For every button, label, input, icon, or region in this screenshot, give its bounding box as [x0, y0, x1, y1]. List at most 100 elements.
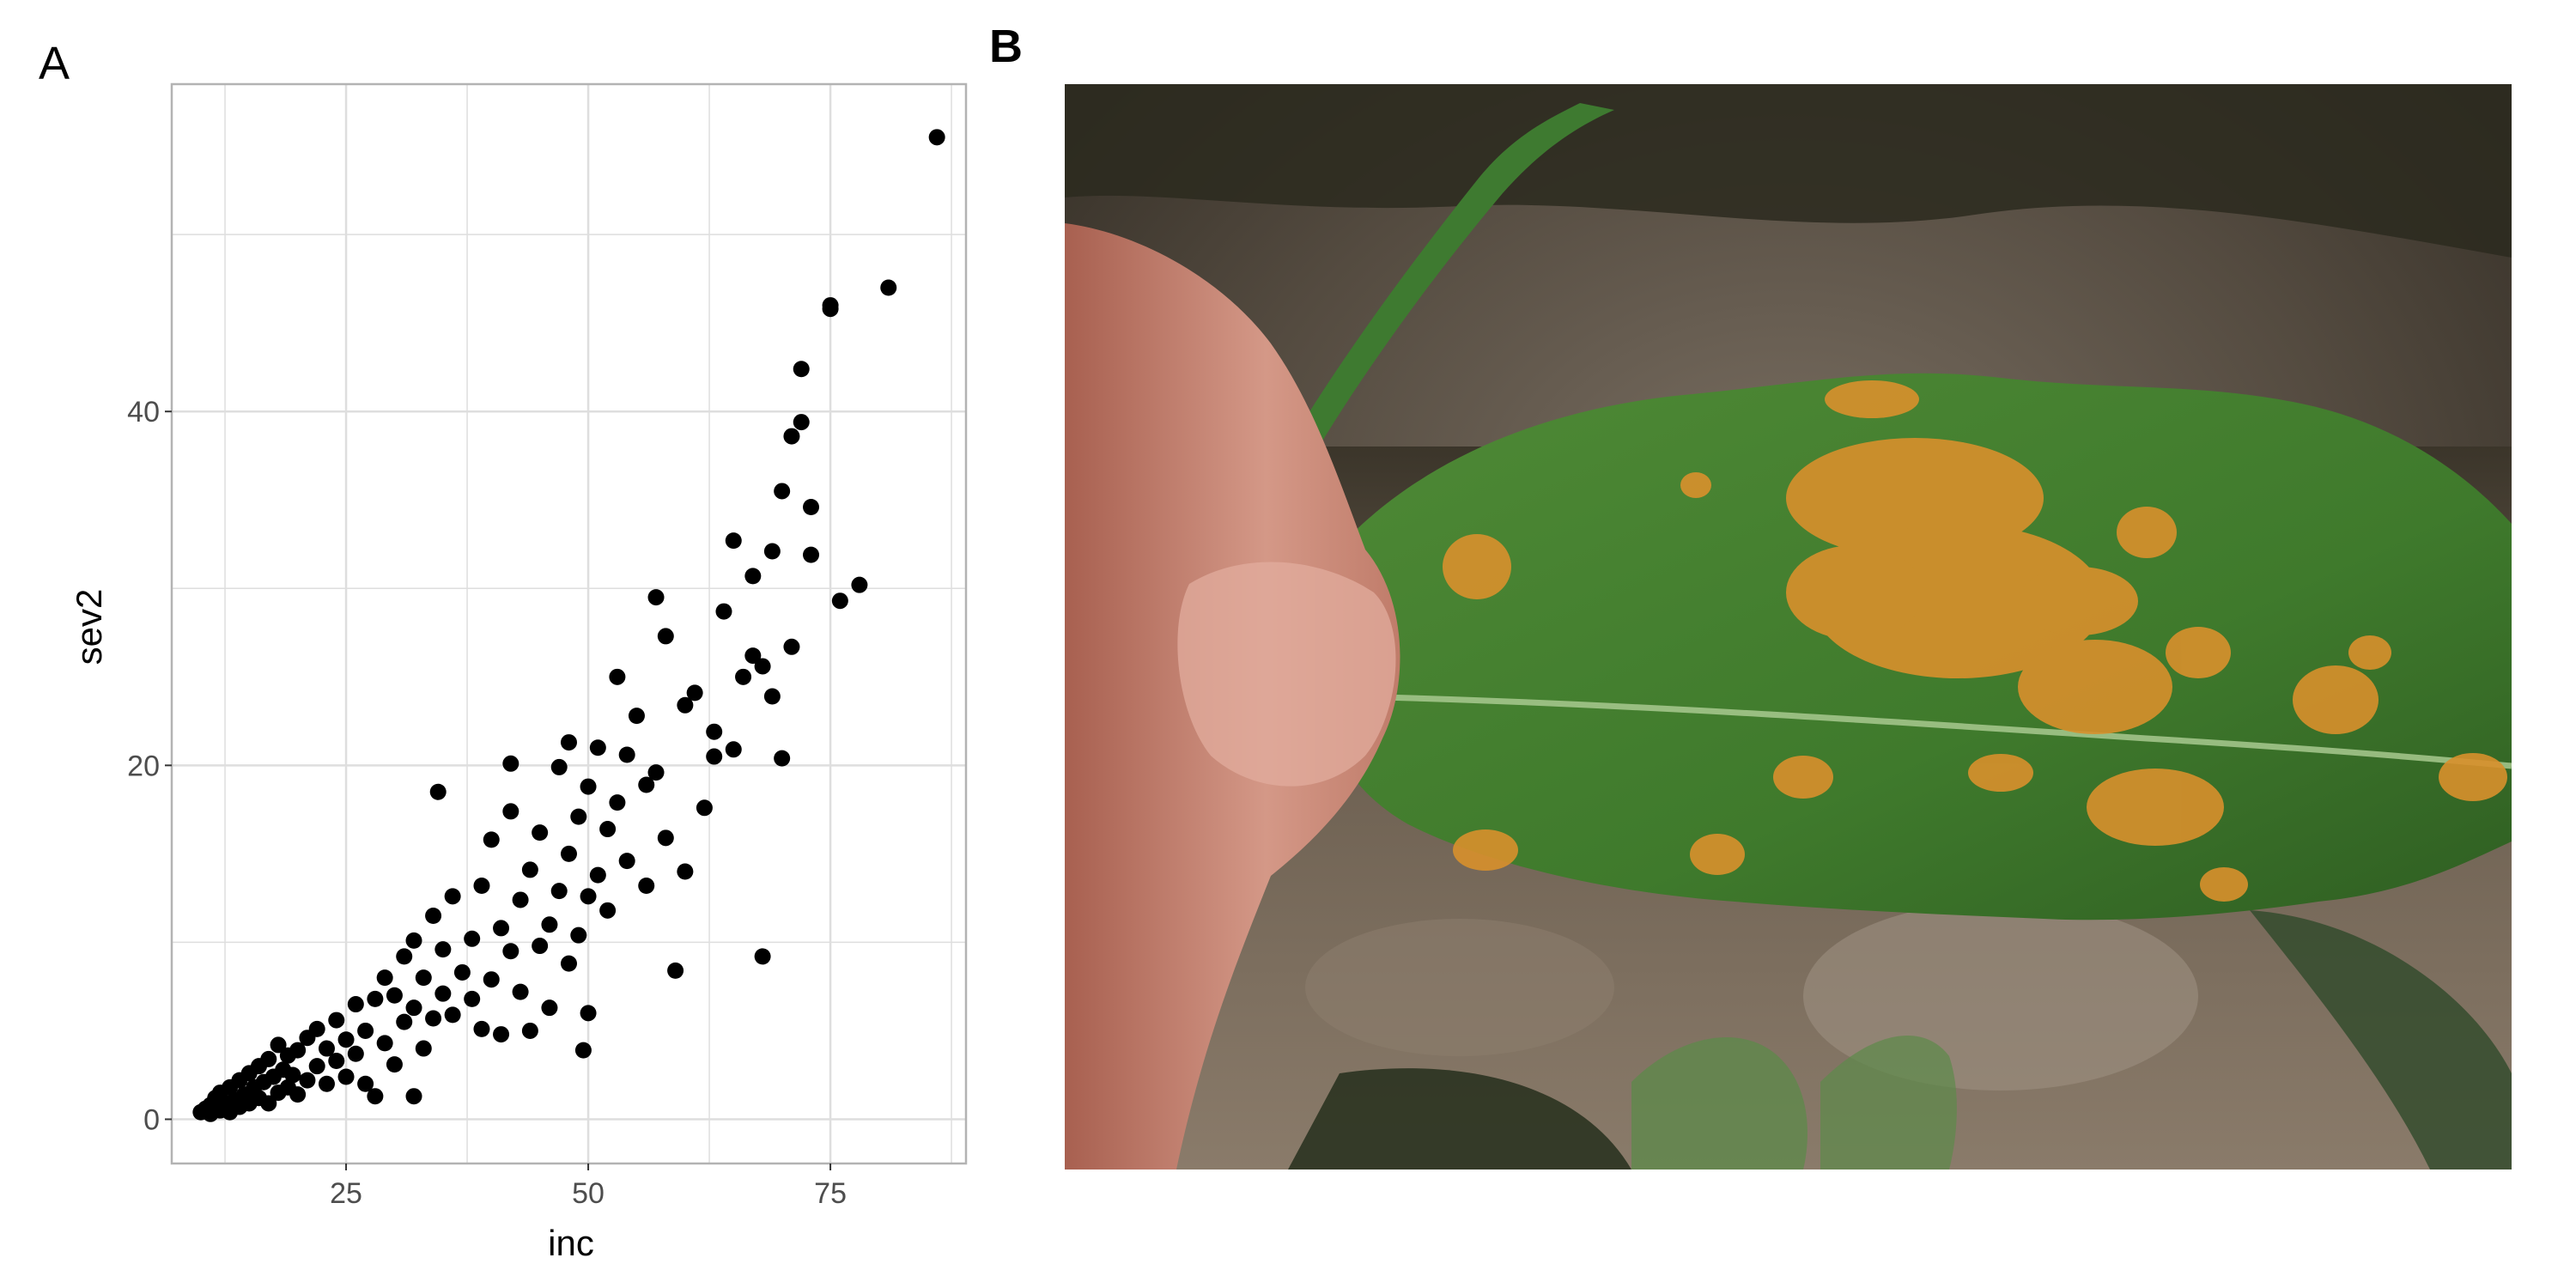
scatter-point: [483, 971, 500, 988]
scatter-point: [735, 668, 752, 685]
scatter-point: [464, 990, 481, 1007]
scatter-point: [851, 576, 868, 593]
scatter-point: [328, 1012, 345, 1029]
scatter-point: [744, 568, 762, 585]
x-tick-label: 75: [814, 1177, 847, 1210]
scatter-point: [415, 1040, 432, 1057]
scatter-point: [589, 866, 606, 884]
scatter-point: [589, 739, 606, 756]
scatter-point: [570, 808, 587, 825]
scatter-point: [831, 592, 848, 610]
scatter-point: [880, 279, 897, 296]
scatter-point: [396, 948, 413, 965]
scatter-points: [192, 129, 945, 1122]
scatter-point: [386, 1056, 403, 1073]
scatter-point: [550, 883, 568, 900]
scatter-point: [696, 799, 713, 817]
scatter-point: [580, 1005, 597, 1022]
scatter-point: [473, 877, 490, 894]
scatter-point: [532, 824, 549, 841]
scatter-point: [396, 1013, 413, 1030]
scatter-point: [386, 987, 403, 1004]
photo-seedling-leaf: [1820, 1036, 1957, 1170]
scatter-point: [783, 638, 800, 655]
photo-seedling-leaf: [1631, 1036, 1807, 1170]
scatter-point: [434, 941, 452, 958]
scatter-point: [260, 1095, 277, 1112]
scatter-point: [483, 831, 500, 848]
y-tick-label: 40: [127, 396, 160, 428]
scatter-point: [493, 1026, 510, 1043]
y-tick-label: 20: [127, 750, 160, 782]
scatter-point: [574, 1042, 592, 1059]
scatter-point: [715, 603, 732, 620]
scatter-point: [599, 902, 617, 919]
scatter-point: [667, 962, 684, 979]
scatter-point: [337, 1068, 355, 1085]
scatter-point: [367, 990, 384, 1007]
scatter-point: [774, 483, 791, 500]
scatter-point: [367, 1088, 384, 1105]
coffee-leaf-rust-photo: [1065, 84, 2512, 1170]
scatter-point: [299, 1072, 316, 1089]
scatter-point: [793, 414, 810, 431]
photo-dark-leaf-right: [2250, 910, 2512, 1170]
scatter-point: [405, 932, 422, 949]
scatter-point: [647, 589, 665, 606]
scatter-point: [541, 999, 558, 1017]
scatter-point: [337, 1031, 355, 1048]
scatter-point: [686, 684, 703, 702]
scatter-point: [803, 546, 820, 563]
scatter-point: [347, 1045, 364, 1062]
scatter-point: [628, 708, 645, 725]
scatter-point: [434, 985, 452, 1002]
scatter-point: [270, 1036, 287, 1054]
photo-dark-foliage: [1065, 84, 2512, 258]
scatter-point: [928, 129, 945, 146]
scatter-point: [444, 888, 461, 905]
scatter-point: [473, 1020, 490, 1037]
scatter-point: [561, 734, 577, 751]
scatter-point: [580, 778, 597, 795]
grid-major: [172, 84, 966, 1163]
scatter-point: [657, 829, 674, 847]
scatter-point: [357, 1075, 374, 1092]
scatter-point: [284, 1066, 301, 1084]
scatter-point: [763, 688, 781, 705]
scatter-point: [415, 969, 432, 987]
scatter-point: [347, 996, 364, 1013]
scatter-point: [570, 927, 587, 944]
scatter-point: [532, 938, 549, 955]
scatter-point: [725, 741, 742, 758]
scatter-point: [308, 1058, 325, 1075]
scatter-point: [754, 658, 771, 675]
scatter-point: [502, 943, 519, 960]
scatter-point: [464, 930, 481, 947]
scatter-point: [425, 908, 442, 925]
scatter-point: [453, 963, 471, 981]
scatter-point: [618, 746, 635, 763]
scatter-point: [609, 794, 626, 811]
scatter-point: [512, 983, 529, 1000]
y-tick-label: 0: [143, 1103, 160, 1136]
scatter-point: [763, 543, 781, 560]
scatter-point: [754, 948, 771, 965]
scatter-point: [405, 1088, 422, 1105]
scatter-point: [429, 783, 447, 800]
scatter-point: [376, 969, 393, 987]
scatter-point: [793, 361, 810, 378]
scatter-point: [521, 1022, 538, 1039]
scatter-point: [318, 1075, 335, 1092]
scatter-point: [803, 498, 820, 515]
photo-leaf-midrib: [1382, 694, 2512, 769]
x-axis-ticks: 25 50 75: [330, 1163, 847, 1210]
scatter-point: [550, 758, 568, 775]
scatter-point: [599, 821, 617, 838]
scatter-point: [502, 803, 519, 820]
scatter-point: [638, 877, 655, 894]
scatter-point: [425, 1010, 442, 1027]
scatter-point: [822, 297, 839, 314]
scatter-chart: 25 50 75 0 20 40 inc sev2: [69, 82, 968, 1263]
scatter-point: [657, 628, 674, 645]
scatter-point: [647, 764, 665, 781]
